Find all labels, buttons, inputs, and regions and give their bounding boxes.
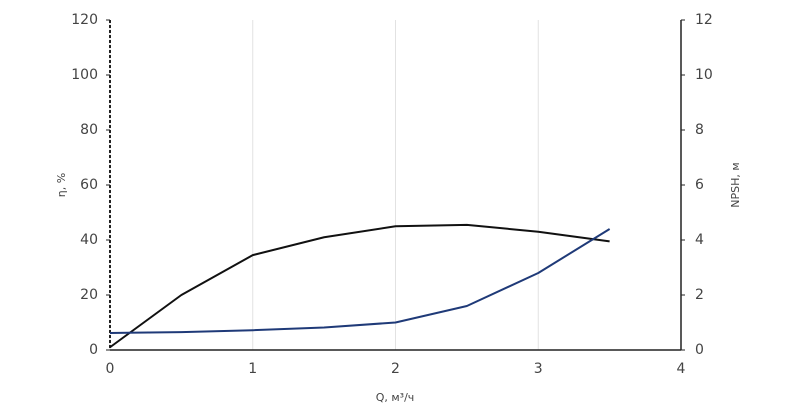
y2-tick-label: 8 <box>695 122 704 138</box>
y2-tick-label: 0 <box>695 342 704 358</box>
x-tick-label: 4 <box>677 361 686 377</box>
y-tick-label: 120 <box>71 12 98 28</box>
y-tick-label: 80 <box>80 122 98 138</box>
y-tick-label: 60 <box>80 177 98 193</box>
y-tick-label: 20 <box>80 287 98 303</box>
y-tick-label: 100 <box>71 67 98 83</box>
x-tick-label: 0 <box>106 361 115 377</box>
x-tick-label: 1 <box>248 361 257 377</box>
x-axis-label: Q, м³/ч <box>376 391 415 404</box>
series-line <box>109 223 610 349</box>
y-axis-label: η, % <box>55 173 68 197</box>
y-tick-label: 0 <box>89 342 98 358</box>
y2-tick-label: 2 <box>695 287 704 303</box>
y2-tick-label: 10 <box>695 67 713 83</box>
y-tick-label: 40 <box>80 232 98 248</box>
y2-tick-label: 4 <box>695 232 704 248</box>
y2-tick-label: 12 <box>695 12 713 28</box>
y2-tick-label: 6 <box>695 177 704 193</box>
series-line <box>109 228 611 334</box>
y2-axis-label: NPSH, м <box>729 162 742 207</box>
x-tick-label: 3 <box>534 361 543 377</box>
x-tick-label: 2 <box>391 361 400 377</box>
